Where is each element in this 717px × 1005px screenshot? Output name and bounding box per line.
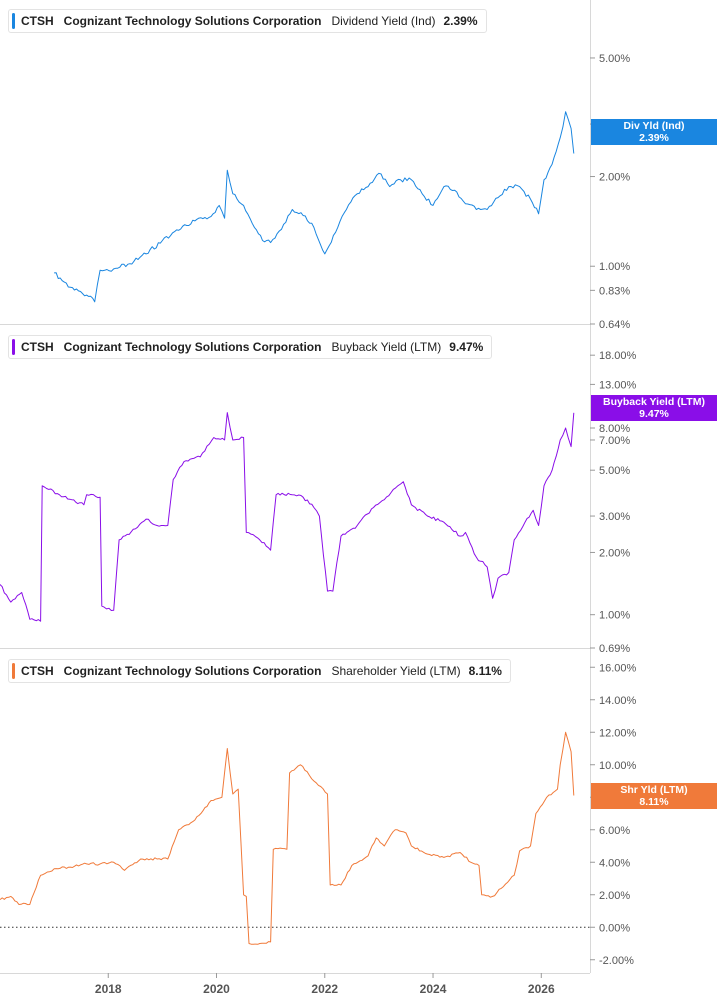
y-tick-label: 18.00% [599,350,637,362]
y-tick-label: 0.00% [599,922,630,934]
metric-label: Buyback Yield (LTM) [331,340,442,354]
y-tick-label: 1.00% [599,610,630,622]
panel-title-dividend: CTSH Cognizant Technology Solutions Corp… [8,9,487,33]
ticker: CTSH [21,14,54,28]
last-value-tag-dividend: Div Yld (Ind) 2.39% [591,119,717,145]
y-tick-label: 14.00% [599,695,637,707]
y-tick-label: 16.00% [599,662,637,674]
x-tick-label: 2024 [420,982,447,996]
metric-value: 8.11% [468,664,502,678]
y-tick-label: 0.83% [599,285,630,297]
y-tick-label: 5.00% [599,465,630,477]
y-tick-label: 6.00% [599,825,630,837]
tag-value: 8.11% [639,796,669,808]
y-tick-label: 2.00% [599,172,630,184]
tag-label: Shr Yld (LTM) [620,784,688,796]
tag-value: 2.39% [639,132,669,144]
y-tick-label: 4.00% [599,857,630,869]
panel-title-buyback: CTSH Cognizant Technology Solutions Corp… [8,335,493,359]
tag-label: Buyback Yield (LTM) [603,396,705,408]
metric-value: 2.39% [443,14,478,28]
x-tick-label: 2022 [311,982,338,996]
tag-value: 9.47% [639,408,669,420]
y-tick-label: 10.00% [599,760,637,772]
series-line-buyback [0,412,575,622]
series-color-marker [12,663,15,679]
y-tick-label: 1.00% [599,261,630,273]
y-tick-label: 7.00% [599,435,630,447]
tag-label: Div Yld (Ind) [623,120,685,132]
company-name: Cognizant Technology Solutions Corporati… [63,14,322,28]
y-tick-label: 3.00% [599,511,630,523]
y-tick-label: 0.69% [599,643,630,655]
last-value-tag-buyback: Buyback Yield (LTM) 9.47% [591,395,717,421]
y-tick-label: 13.00% [599,379,637,391]
series-line-shareholder [0,731,575,945]
y-tick-label: 0.64% [599,319,630,331]
y-tick-label: 5.00% [599,53,630,65]
ticker: CTSH [21,340,54,354]
panel-title-shareholder: CTSH Cognizant Technology Solutions Corp… [8,659,511,683]
series-line-dividend [54,111,575,303]
last-value-tag-shareholder: Shr Yld (LTM) 8.11% [591,783,717,809]
x-tick-label: 2020 [203,982,230,996]
y-tick-label: 2.00% [599,890,630,902]
y-tick-label: -2.00% [599,955,634,967]
company-name: Cognizant Technology Solutions Corporati… [63,664,322,678]
metric-value: 9.47% [449,340,484,354]
metric-label: Dividend Yield (Ind) [331,14,436,28]
metric-label: Shareholder Yield (LTM) [331,664,461,678]
y-tick-label: 2.00% [599,547,630,559]
series-color-marker [12,339,15,355]
y-tick-label: 8.00% [599,423,630,435]
y-tick-label: 12.00% [599,727,637,739]
ticker: CTSH [21,664,54,678]
x-tick-label: 2018 [95,982,122,996]
series-color-marker [12,13,15,29]
company-name: Cognizant Technology Solutions Corporati… [63,340,322,354]
x-tick-label: 2026 [528,982,555,996]
